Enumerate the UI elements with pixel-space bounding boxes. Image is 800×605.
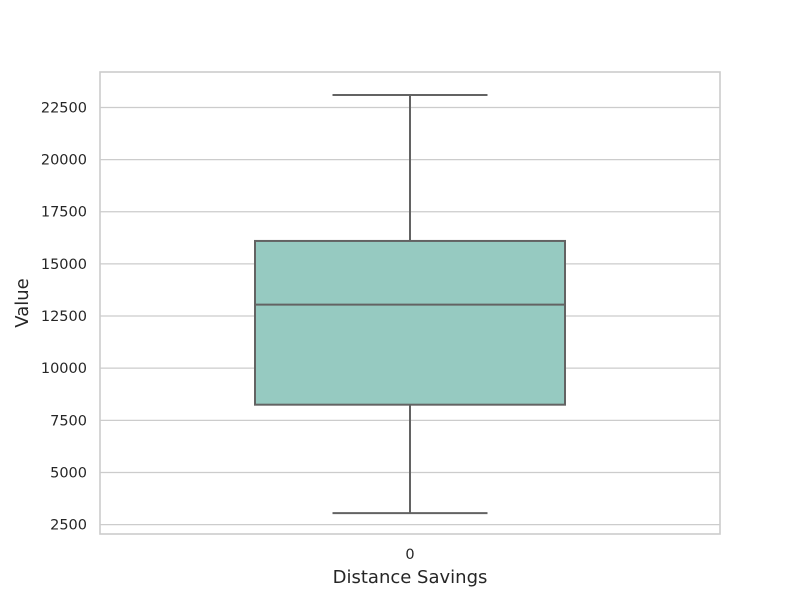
y-tick-label: 5000 — [50, 465, 87, 481]
y-axis-label: Value — [12, 278, 33, 327]
x-tick-labels: 0 — [405, 547, 414, 563]
y-tick-label: 2500 — [50, 518, 87, 534]
y-tick-label: 20000 — [41, 153, 87, 169]
interquartile-box — [254, 239, 566, 406]
x-tick-label: 0 — [405, 547, 414, 563]
plot-frame — [99, 71, 721, 535]
y-tick-labels: 2500 5000 7500 10000 12500 15000 17500 20000 225… — [41, 100, 87, 533]
y-tick-label: 22500 — [41, 100, 87, 116]
y-tick-label: 17500 — [41, 205, 87, 221]
y-tick-label: 15000 — [41, 257, 87, 273]
y-tick-label: 12500 — [41, 309, 87, 325]
y-tick-label: 10000 — [41, 361, 87, 377]
y-tick-label: 7500 — [50, 413, 87, 429]
x-axis-label: Distance Savings — [333, 567, 488, 588]
box-plot-series — [254, 93, 566, 515]
